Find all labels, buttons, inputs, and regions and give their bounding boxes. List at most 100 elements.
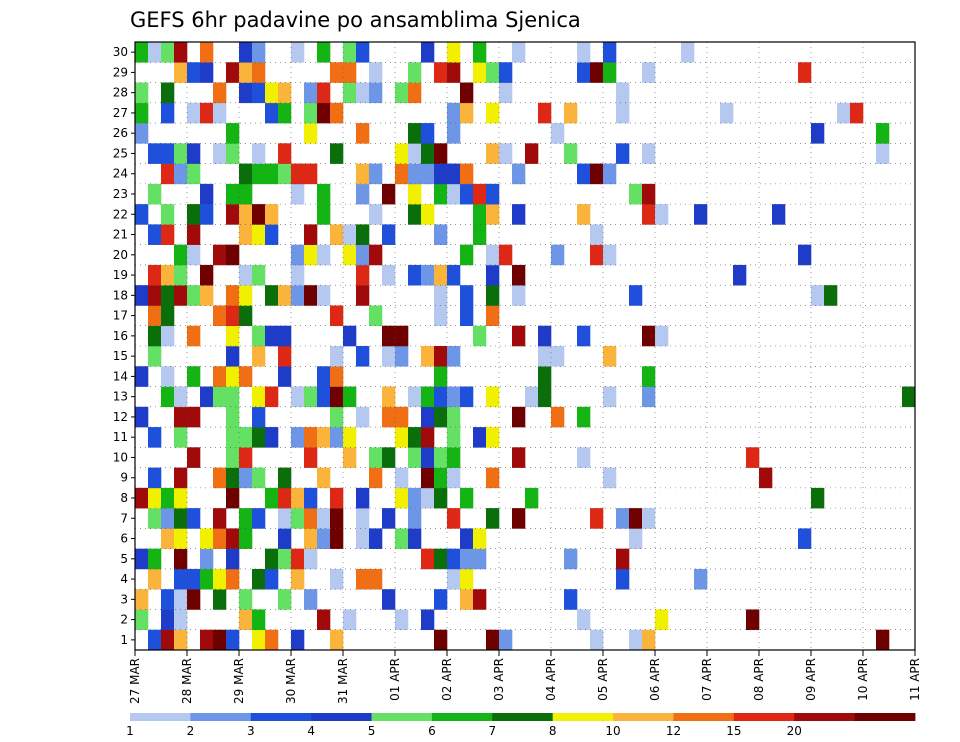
heatmap-cell <box>226 406 240 428</box>
y-tick-label: 13 <box>113 390 128 404</box>
heatmap-cell <box>317 244 331 266</box>
heatmap-cell <box>746 447 760 468</box>
legend-label: 1 <box>126 724 134 738</box>
heatmap-cell <box>512 285 526 306</box>
heatmap-cell <box>642 204 656 225</box>
y-tick-label: 15 <box>113 349 128 363</box>
heatmap-cell <box>174 528 188 549</box>
heatmap-cell <box>616 548 630 570</box>
x-tick-label: 27 MAR <box>128 658 142 704</box>
heatmap-cell <box>356 406 370 428</box>
heatmap-cell <box>564 143 578 164</box>
heatmap-cell <box>304 427 318 448</box>
y-tick-label: 21 <box>113 228 128 242</box>
heatmap-cell <box>746 609 760 631</box>
heatmap-cell <box>304 487 318 509</box>
heatmap-cell <box>538 386 552 408</box>
heatmap-cell <box>369 244 383 266</box>
heatmap-cell <box>382 346 396 367</box>
heatmap-cell <box>265 548 279 570</box>
heatmap-cell <box>642 386 656 408</box>
heatmap-cell <box>239 447 253 468</box>
heatmap-cell <box>135 366 149 387</box>
heatmap-cell <box>278 508 292 529</box>
heatmap-cell <box>161 609 175 631</box>
heatmap-cell <box>265 568 279 590</box>
heatmap-cell <box>174 42 188 63</box>
legend-label: 5 <box>368 724 376 738</box>
heatmap-cell <box>161 386 175 408</box>
heatmap-cell <box>148 285 162 306</box>
heatmap-cell <box>226 366 240 387</box>
heatmap-cell <box>174 143 188 164</box>
heatmap-cell <box>174 487 188 509</box>
heatmap-cell <box>187 325 201 347</box>
heatmap-cell <box>642 183 656 205</box>
heatmap-cell <box>174 163 188 185</box>
y-tick-label: 6 <box>120 532 128 546</box>
heatmap-cell <box>590 163 604 185</box>
heatmap-cell <box>330 224 344 245</box>
heatmap-cell <box>148 346 162 367</box>
heatmap-cell <box>278 143 292 164</box>
heatmap-cell <box>343 62 357 83</box>
heatmap-cell <box>577 609 591 631</box>
heatmap-cell <box>356 508 370 529</box>
x-tick-label: 08 APR <box>752 658 766 701</box>
heatmap-cell <box>252 508 266 529</box>
heatmap-cell <box>382 325 396 347</box>
heatmap-cell <box>421 163 435 185</box>
heatmap-cell <box>330 487 344 509</box>
legend-swatch <box>371 713 433 721</box>
heatmap-cell <box>590 62 604 83</box>
heatmap-cell <box>434 305 448 327</box>
heatmap-cell <box>512 204 526 225</box>
heatmap-cell <box>161 629 175 651</box>
heatmap-cell <box>408 447 422 468</box>
heatmap-cell <box>447 508 461 529</box>
heatmap-cell <box>616 82 630 104</box>
heatmap-cell <box>239 183 253 205</box>
heatmap-cell <box>395 528 409 549</box>
heatmap-cell <box>876 143 890 164</box>
heatmap-cell <box>460 183 474 205</box>
heatmap-cell <box>408 163 422 185</box>
heatmap-cell <box>330 568 344 590</box>
heatmap-cell <box>369 447 383 468</box>
heatmap-cell <box>551 244 565 266</box>
heatmap-cell <box>161 508 175 529</box>
heatmap-cell <box>317 427 331 448</box>
heatmap-cell <box>434 183 448 205</box>
heatmap-cell <box>161 285 175 306</box>
heatmap-cell <box>538 325 552 347</box>
heatmap-cell <box>356 163 370 185</box>
heatmap-cell <box>174 609 188 631</box>
heatmap-cell <box>252 204 266 225</box>
y-tick-label: 5 <box>120 552 128 566</box>
heatmap-cell <box>603 244 617 266</box>
heatmap-cell <box>395 609 409 631</box>
heatmap-cell <box>642 508 656 529</box>
y-tick-label: 22 <box>113 207 128 221</box>
heatmap-cell <box>213 629 227 651</box>
heatmap-cell <box>135 42 149 63</box>
y-tick-label: 3 <box>120 592 128 606</box>
heatmap-cell <box>174 548 188 570</box>
y-tick-label: 29 <box>113 65 128 79</box>
heatmap-cell <box>499 82 513 104</box>
heatmap-cell <box>369 82 383 104</box>
x-tick-label: 28 MAR <box>180 658 194 704</box>
heatmap-cell <box>447 102 461 124</box>
heatmap-cell <box>395 427 409 448</box>
heatmap-cell <box>512 264 526 286</box>
heatmap-cell <box>200 386 214 408</box>
heatmap-cell <box>174 427 188 448</box>
heatmap-cell <box>226 487 240 509</box>
heatmap-cell <box>239 528 253 549</box>
heatmap-cell <box>226 629 240 651</box>
heatmap-cell <box>291 42 305 63</box>
heatmap-cell <box>902 386 916 408</box>
heatmap-cell <box>655 325 669 347</box>
color-legend: 1 2 3 4 5 6 7 8 10 12 15 20 <box>126 713 916 738</box>
heatmap-cell <box>148 325 162 347</box>
